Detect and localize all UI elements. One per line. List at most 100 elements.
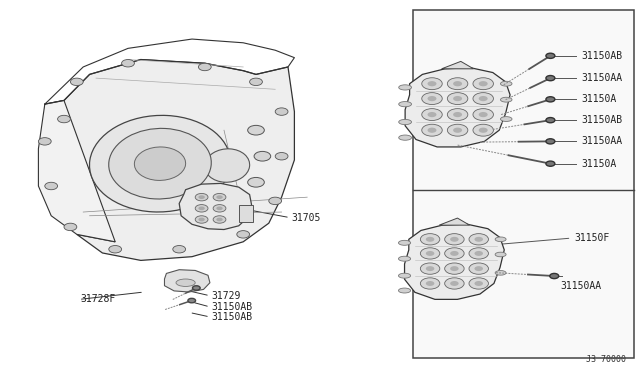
Circle shape	[198, 63, 211, 71]
Ellipse shape	[109, 128, 211, 199]
Circle shape	[546, 139, 555, 144]
Circle shape	[447, 93, 468, 105]
FancyBboxPatch shape	[239, 205, 253, 222]
Circle shape	[275, 153, 288, 160]
Ellipse shape	[495, 237, 506, 241]
Circle shape	[546, 118, 555, 123]
Circle shape	[70, 78, 83, 86]
Circle shape	[173, 246, 186, 253]
Circle shape	[447, 124, 468, 136]
Circle shape	[420, 248, 440, 259]
Circle shape	[428, 112, 436, 117]
Circle shape	[453, 112, 462, 117]
Circle shape	[213, 205, 226, 212]
Text: 31150AB: 31150AB	[581, 115, 622, 125]
Text: 31729: 31729	[211, 291, 241, 301]
Polygon shape	[439, 218, 470, 225]
Circle shape	[469, 234, 488, 245]
Circle shape	[45, 182, 58, 190]
Ellipse shape	[500, 117, 512, 122]
Text: 31150AB: 31150AB	[581, 51, 622, 61]
Text: 31150AB: 31150AB	[211, 302, 252, 312]
Circle shape	[122, 60, 134, 67]
Circle shape	[198, 218, 205, 221]
Ellipse shape	[399, 119, 412, 125]
Ellipse shape	[205, 149, 250, 182]
Polygon shape	[442, 61, 474, 69]
Circle shape	[248, 177, 264, 187]
Circle shape	[420, 278, 440, 289]
Ellipse shape	[399, 288, 411, 293]
Text: 31150AA: 31150AA	[561, 282, 602, 291]
Circle shape	[195, 216, 208, 223]
Circle shape	[453, 81, 462, 86]
Circle shape	[453, 128, 462, 133]
Circle shape	[473, 109, 493, 121]
Circle shape	[474, 237, 483, 242]
Circle shape	[479, 128, 488, 133]
Circle shape	[198, 195, 205, 199]
Ellipse shape	[495, 252, 506, 257]
Circle shape	[250, 78, 262, 86]
Ellipse shape	[176, 279, 195, 286]
Ellipse shape	[399, 85, 412, 90]
Circle shape	[64, 223, 77, 231]
Circle shape	[473, 78, 493, 90]
Ellipse shape	[495, 270, 506, 275]
Ellipse shape	[500, 81, 512, 86]
Circle shape	[428, 96, 436, 101]
Circle shape	[426, 251, 435, 256]
Circle shape	[237, 231, 250, 238]
Circle shape	[428, 128, 436, 133]
Circle shape	[248, 125, 264, 135]
Text: J3 70000: J3 70000	[586, 355, 626, 364]
Circle shape	[198, 206, 205, 210]
Circle shape	[420, 263, 440, 274]
Circle shape	[420, 234, 440, 245]
Ellipse shape	[399, 240, 411, 245]
Circle shape	[450, 281, 459, 286]
Circle shape	[479, 112, 488, 117]
Polygon shape	[38, 100, 115, 242]
Circle shape	[188, 298, 196, 303]
Circle shape	[474, 251, 483, 256]
Ellipse shape	[399, 102, 412, 107]
Circle shape	[428, 81, 436, 86]
Circle shape	[479, 81, 488, 86]
Circle shape	[546, 161, 555, 166]
Polygon shape	[405, 68, 510, 147]
Text: 31150AA: 31150AA	[581, 137, 622, 146]
Circle shape	[445, 263, 464, 274]
Circle shape	[450, 266, 459, 271]
Polygon shape	[404, 224, 504, 299]
Circle shape	[213, 216, 226, 223]
Polygon shape	[45, 60, 294, 260]
Circle shape	[479, 96, 488, 101]
Polygon shape	[179, 183, 252, 230]
Circle shape	[254, 151, 271, 161]
Circle shape	[422, 78, 442, 90]
Circle shape	[469, 263, 488, 274]
Polygon shape	[164, 270, 210, 292]
Circle shape	[216, 218, 223, 221]
Circle shape	[546, 97, 555, 102]
Circle shape	[546, 53, 555, 58]
Circle shape	[445, 234, 464, 245]
Text: 31150F: 31150F	[575, 233, 610, 243]
Circle shape	[447, 109, 468, 121]
Circle shape	[195, 193, 208, 201]
Circle shape	[193, 286, 200, 290]
Circle shape	[447, 78, 468, 90]
Circle shape	[474, 281, 483, 286]
Circle shape	[450, 237, 459, 242]
Circle shape	[473, 93, 493, 105]
Text: 31150A: 31150A	[581, 94, 616, 104]
Text: 31150A: 31150A	[581, 159, 616, 169]
Ellipse shape	[399, 273, 411, 278]
Circle shape	[58, 115, 70, 123]
Circle shape	[469, 278, 488, 289]
Ellipse shape	[500, 97, 512, 102]
Text: 31150AB: 31150AB	[211, 312, 252, 322]
Ellipse shape	[90, 115, 230, 212]
Circle shape	[216, 195, 223, 199]
